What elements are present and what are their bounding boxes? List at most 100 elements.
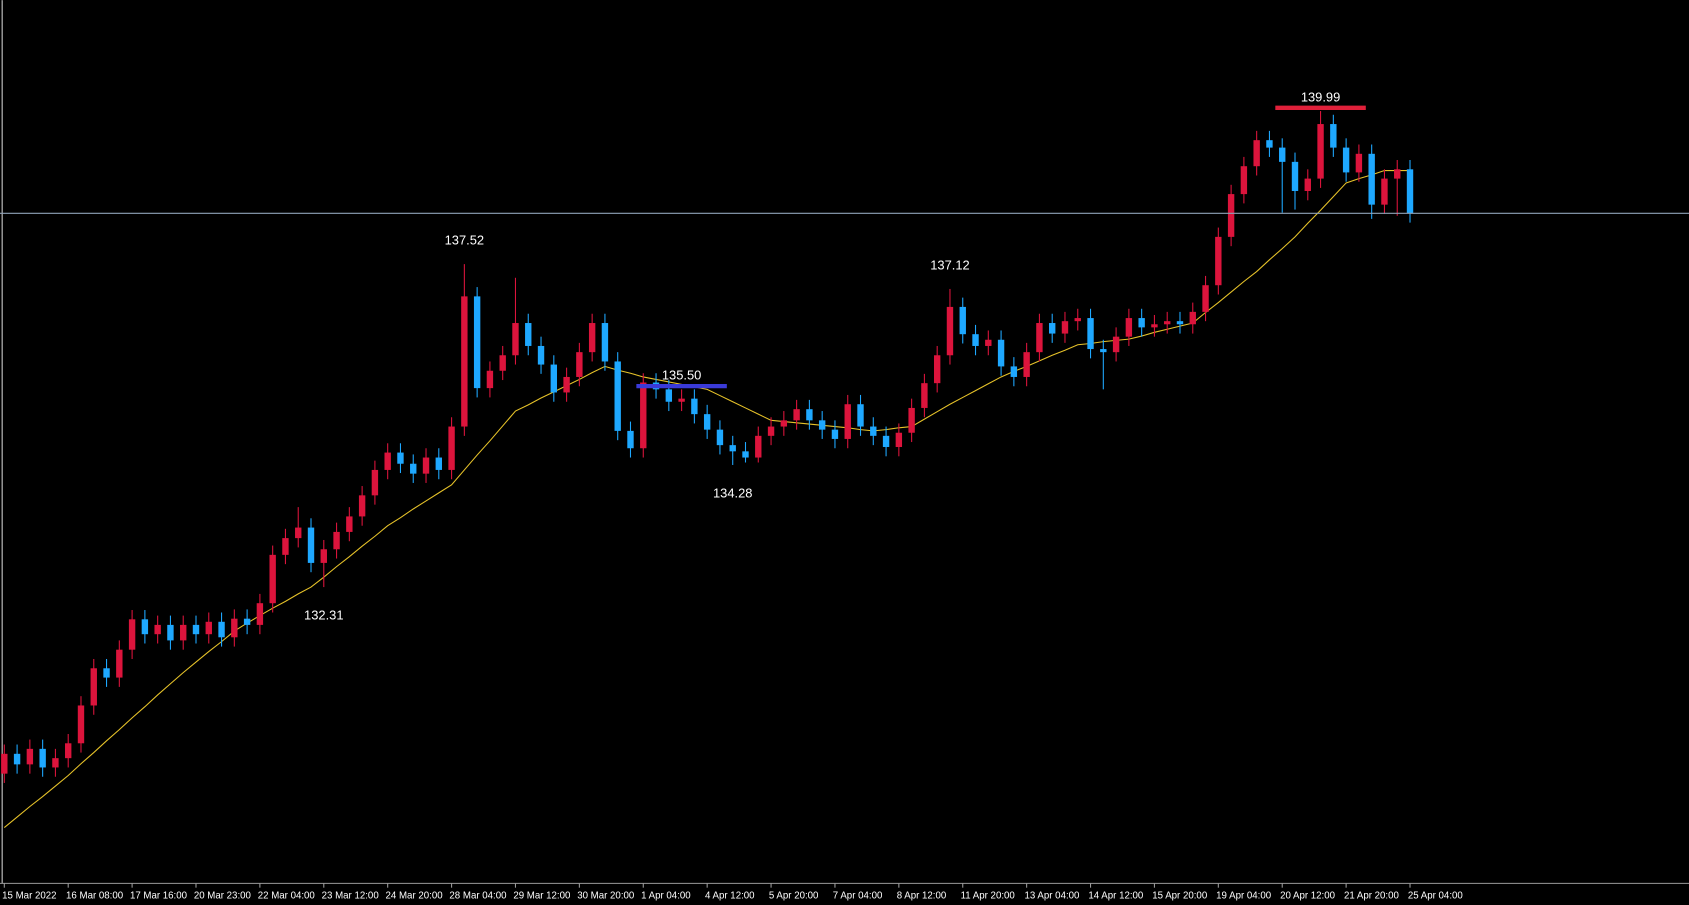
candle-body — [512, 323, 519, 356]
candle-body — [384, 452, 391, 470]
candle-body — [1100, 349, 1107, 353]
candle-body — [410, 463, 417, 474]
candle-body — [448, 426, 455, 470]
x-tick-label: 22 Mar 04:00 — [258, 890, 316, 901]
candle-body — [870, 426, 877, 436]
candle-body — [793, 409, 800, 421]
x-tick-label: 21 Apr 20:00 — [1344, 890, 1400, 901]
candle-body — [307, 527, 315, 563]
candle-body — [525, 323, 532, 346]
candle-body — [167, 624, 174, 641]
candle-body — [1215, 236, 1222, 286]
x-tick-label: 8 Apr 12:00 — [897, 890, 947, 901]
candle-body — [52, 758, 59, 768]
candle-body — [1406, 169, 1414, 214]
candle-body — [588, 323, 596, 353]
candle-body — [499, 355, 506, 371]
candle-body — [1355, 153, 1363, 173]
candle-body — [358, 495, 366, 517]
x-tick-label: 20 Mar 23:00 — [194, 890, 252, 901]
candle-body — [985, 339, 992, 346]
candle-body — [640, 382, 647, 449]
x-tick-label: 19 Apr 04:00 — [1216, 890, 1272, 901]
candle-body — [26, 748, 34, 765]
candle-body — [742, 451, 749, 458]
candle-body — [1342, 147, 1350, 173]
candle-body — [295, 527, 302, 539]
x-tick-label: 13 Apr 04:00 — [1024, 890, 1080, 901]
candle-body — [729, 445, 736, 452]
candle-body — [844, 404, 851, 439]
candle-body — [435, 457, 442, 470]
candle-body — [933, 355, 941, 384]
x-tick-label: 24 Mar 20:00 — [386, 890, 444, 901]
candle-body — [1164, 321, 1171, 325]
annotation-label: 137.52 — [445, 233, 484, 248]
moving-average — [3, 170, 1411, 828]
candle-body — [1112, 336, 1120, 353]
candle-body — [346, 516, 353, 532]
candle-body — [1317, 124, 1324, 179]
candle-body — [678, 398, 685, 402]
candle-body — [1368, 153, 1375, 205]
candle-body — [550, 364, 558, 393]
candle-body — [333, 531, 340, 550]
candle-body — [473, 296, 481, 389]
candle-body — [1061, 321, 1069, 334]
candle-body — [269, 554, 276, 604]
candle-body — [243, 618, 251, 625]
annotation-label: 139.99 — [1301, 89, 1340, 104]
candle-body — [180, 624, 187, 641]
candle-body — [231, 618, 238, 638]
candle-body — [1266, 140, 1273, 148]
candle-body — [1125, 318, 1133, 337]
annotation-label: 134.28 — [713, 485, 752, 500]
candle-body — [1010, 366, 1018, 377]
candle-body — [972, 334, 979, 346]
candle-body — [1, 753, 8, 774]
candle-body — [39, 748, 46, 768]
candle-body — [818, 420, 826, 430]
candle-body — [1394, 169, 1401, 179]
candle-body — [65, 743, 72, 759]
candle-body — [959, 306, 966, 335]
candle-body — [1330, 124, 1337, 148]
x-tick-label: 1 Apr 04:00 — [641, 890, 691, 901]
candle-body — [1087, 318, 1094, 350]
candle-body — [1240, 166, 1248, 195]
candle-body — [1304, 178, 1311, 192]
candle-body — [13, 753, 21, 765]
candle-body — [90, 668, 97, 706]
candle-body — [218, 621, 225, 638]
candle-body — [1227, 194, 1235, 237]
candle-body — [1138, 318, 1145, 328]
annotation-label: 137.12 — [930, 258, 969, 273]
candle-body — [831, 429, 839, 439]
candle-body — [1381, 178, 1388, 205]
candle-body — [806, 409, 813, 421]
annotation-label: 132.31 — [304, 607, 343, 622]
candle-body — [601, 323, 609, 362]
candle-body — [371, 469, 379, 496]
candle-body — [908, 407, 915, 433]
candle-body — [320, 549, 327, 563]
candle-body — [397, 452, 404, 464]
x-tick-label: 28 Mar 04:00 — [449, 890, 507, 901]
candle-body — [1279, 147, 1286, 162]
candle-body — [282, 538, 289, 555]
candle-body — [997, 339, 1005, 367]
candle-body — [563, 376, 570, 393]
candle-body — [192, 624, 200, 635]
annotation-label: 135.50 — [662, 368, 701, 383]
candle-body — [627, 430, 634, 449]
candle-body — [665, 389, 673, 402]
candle-body — [461, 296, 468, 427]
candle-body — [614, 361, 621, 431]
candle-body — [716, 429, 724, 446]
x-tick-label: 17 Mar 16:00 — [130, 890, 188, 901]
candle-body — [1189, 311, 1196, 325]
candle-body — [141, 619, 149, 635]
